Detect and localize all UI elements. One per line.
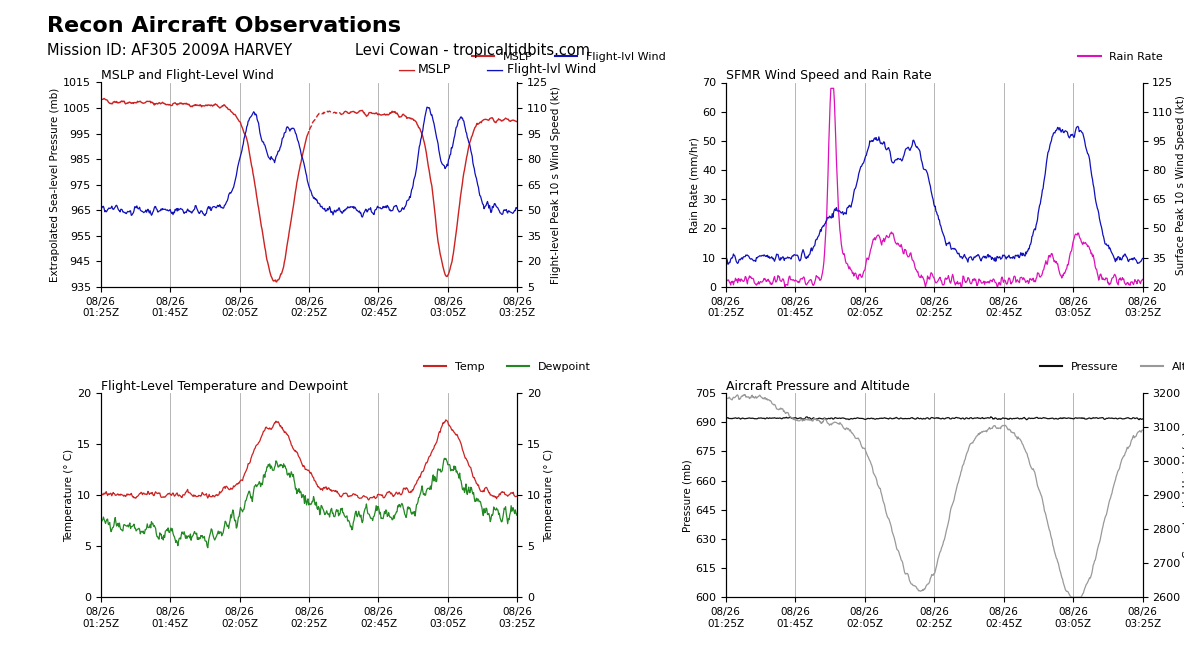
Legend: Rain Rate, Surface Wind: Rain Rate, Surface Wind [1074,48,1184,66]
Text: Aircraft Pressure and Altitude: Aircraft Pressure and Altitude [726,380,909,393]
Y-axis label: Surface Peak 10 s Wind Speed (kt): Surface Peak 10 s Wind Speed (kt) [1176,94,1184,275]
Text: MSLP and Flight-Level Wind: MSLP and Flight-Level Wind [101,69,274,82]
Y-axis label: Pressure (mb): Pressure (mb) [682,459,693,531]
Text: SFMR Wind Speed and Rain Rate: SFMR Wind Speed and Rain Rate [726,69,932,82]
Y-axis label: Temperature (° C): Temperature (° C) [543,449,554,542]
Y-axis label: Flight-level Peak 10 s Wind Speed (kt): Flight-level Peak 10 s Wind Speed (kt) [551,86,561,284]
Text: Flight-Level Temperature and Dewpoint: Flight-Level Temperature and Dewpoint [101,380,348,393]
Text: —: — [397,60,414,79]
Text: Flight-lvl Wind: Flight-lvl Wind [507,63,596,76]
Text: Levi Cowan - tropicaltidbits.com: Levi Cowan - tropicaltidbits.com [355,43,590,58]
Text: —: — [485,60,503,79]
Text: MSLP: MSLP [418,63,451,76]
Y-axis label: Rain Rate (mm/hr): Rain Rate (mm/hr) [689,137,700,232]
Y-axis label: Extrapolated Sea-level Pressure (mb): Extrapolated Sea-level Pressure (mb) [50,88,60,282]
Text: Mission ID: AF305 2009A HARVEY: Mission ID: AF305 2009A HARVEY [47,43,292,58]
Legend: Pressure, Altitude: Pressure, Altitude [1036,358,1184,377]
Text: Recon Aircraft Observations: Recon Aircraft Observations [47,16,401,36]
Y-axis label: Temperature (° C): Temperature (° C) [64,449,75,542]
Legend: MSLP, Flight-lvl Wind: MSLP, Flight-lvl Wind [468,48,670,66]
Legend: Temp, Dewpoint: Temp, Dewpoint [419,358,596,377]
